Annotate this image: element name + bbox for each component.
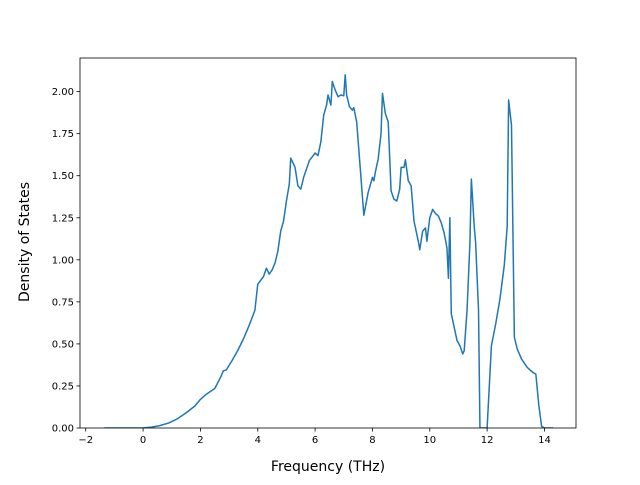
x-tick-label: 12	[481, 435, 494, 446]
x-axis-ticks: −2 0 2 4 6 8 10 12 14	[78, 428, 551, 446]
y-tick-label: 1.75	[52, 129, 74, 140]
plot-area	[79, 57, 577, 429]
y-tick-label: 0.75	[52, 297, 74, 308]
x-tick-label: 6	[312, 435, 318, 446]
y-tick-label: 1.50	[52, 171, 74, 182]
y-axis-ticks: 0.00 0.25 0.50 0.75 1.00 1.25 1.50 1.75 2.00	[52, 87, 80, 435]
x-tick-label: 2	[197, 435, 203, 446]
y-tick-label: 0.50	[52, 339, 74, 350]
x-tick-label: 4	[255, 435, 261, 446]
x-tick-label: 10	[423, 435, 436, 446]
x-tick-label: 8	[369, 435, 375, 446]
axes-frame	[79, 57, 577, 429]
x-tick-label: 0	[140, 435, 146, 446]
y-tick-label: 2.00	[52, 87, 74, 98]
series-line-0	[104, 74, 554, 428]
y-tick-label: 0.00	[52, 424, 74, 435]
x-tick-label: 14	[538, 435, 551, 446]
x-tick-label: −2	[78, 435, 93, 446]
y-tick-label: 1.00	[52, 255, 74, 266]
y-tick-label: 1.25	[52, 213, 74, 224]
x-axis-title: Frequency (THz)	[271, 459, 385, 475]
y-tick-label: 0.25	[52, 381, 74, 392]
y-axis-title: Density of States	[17, 182, 33, 302]
